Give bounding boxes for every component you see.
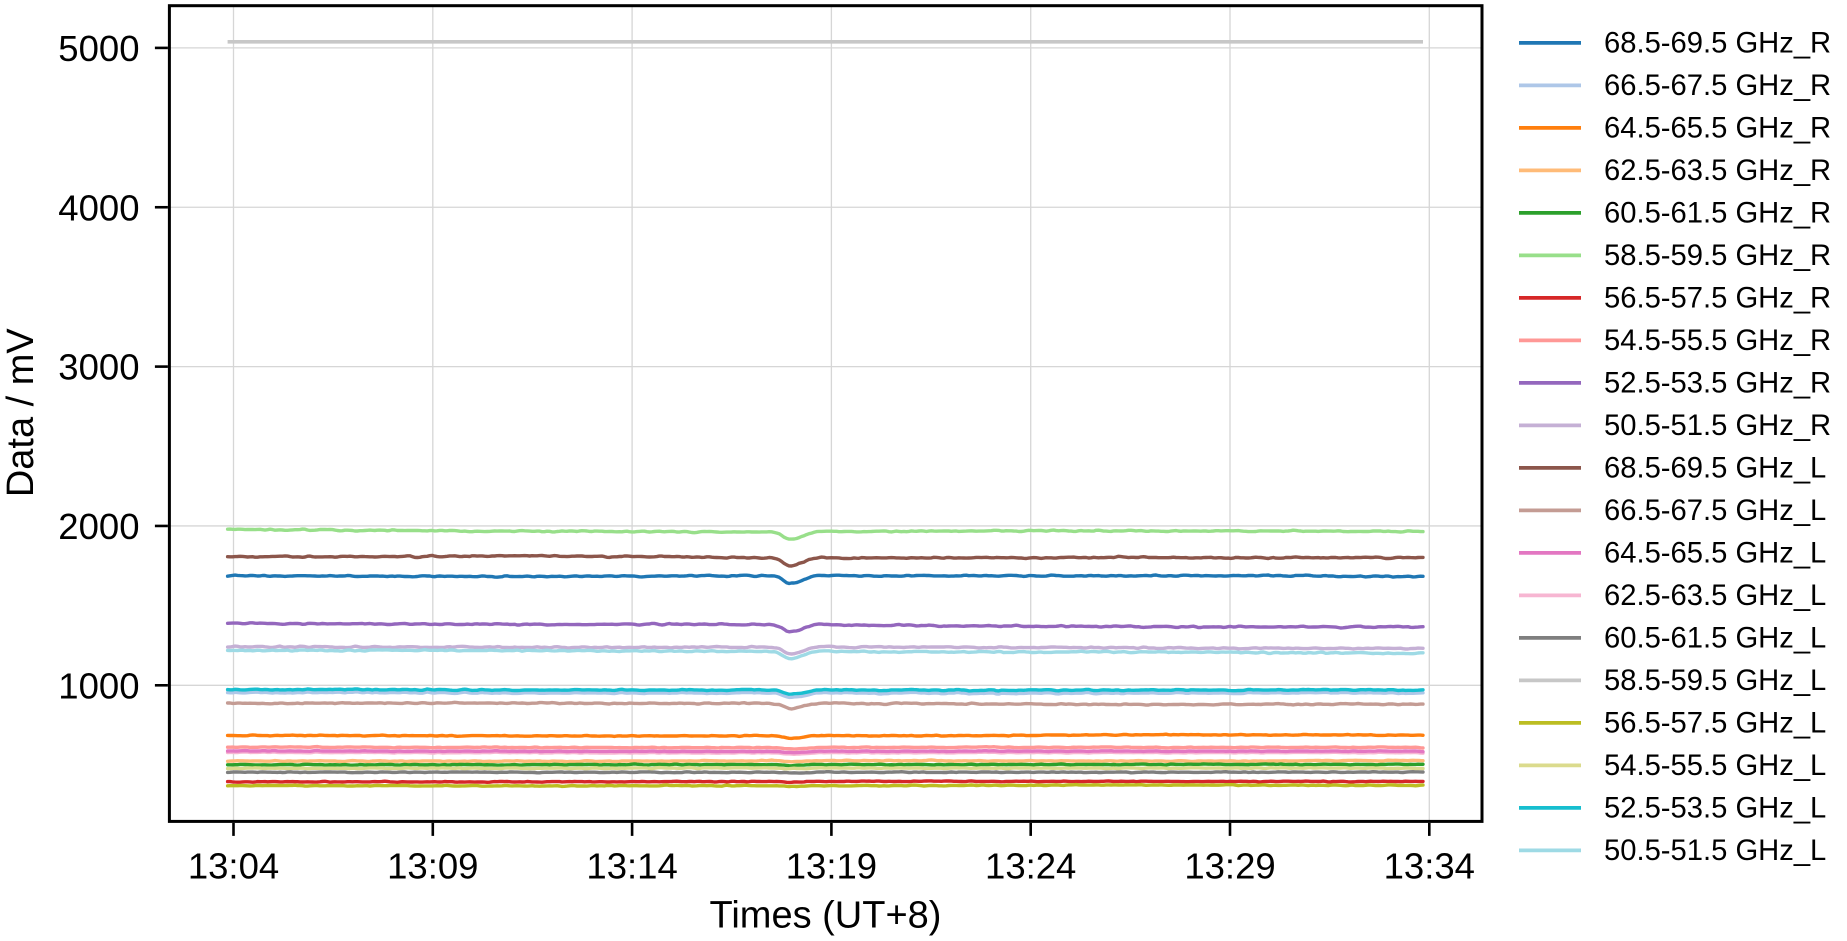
svg-text:62.5-63.5 GHz_L: 62.5-63.5 GHz_L [1604,580,1826,612]
svg-text:Times (UT+8): Times (UT+8) [710,895,942,937]
svg-text:50.5-51.5 GHz_L: 50.5-51.5 GHz_L [1604,835,1826,867]
svg-text:4000: 4000 [58,187,139,228]
svg-text:13:14: 13:14 [586,845,677,886]
svg-text:52.5-53.5 GHz_L: 52.5-53.5 GHz_L [1604,793,1826,825]
svg-text:56.5-57.5 GHz_R: 56.5-57.5 GHz_R [1604,283,1831,315]
svg-text:60.5-61.5 GHz_R: 60.5-61.5 GHz_R [1604,198,1831,230]
svg-text:52.5-53.5 GHz_R: 52.5-53.5 GHz_R [1604,368,1831,400]
svg-text:58.5-59.5 GHz_R: 58.5-59.5 GHz_R [1604,240,1831,272]
svg-text:56.5-57.5 GHz_L: 56.5-57.5 GHz_L [1604,708,1826,740]
svg-text:13:34: 13:34 [1384,845,1475,886]
svg-text:64.5-65.5 GHz_L: 64.5-65.5 GHz_L [1604,538,1826,570]
svg-text:68.5-69.5 GHz_R: 68.5-69.5 GHz_R [1604,28,1831,60]
svg-text:54.5-55.5 GHz_R: 54.5-55.5 GHz_R [1604,325,1831,357]
svg-text:62.5-63.5 GHz_R: 62.5-63.5 GHz_R [1604,155,1831,187]
svg-text:13:24: 13:24 [985,845,1076,886]
svg-text:66.5-67.5 GHz_L: 66.5-67.5 GHz_L [1604,495,1826,527]
svg-text:50.5-51.5 GHz_R: 50.5-51.5 GHz_R [1604,410,1831,442]
svg-text:5000: 5000 [58,28,139,69]
svg-text:13:19: 13:19 [786,845,877,886]
svg-text:60.5-61.5 GHz_L: 60.5-61.5 GHz_L [1604,623,1826,655]
svg-text:58.5-59.5 GHz_L: 58.5-59.5 GHz_L [1604,665,1826,697]
svg-text:66.5-67.5 GHz_R: 66.5-67.5 GHz_R [1604,70,1831,102]
svg-text:1000: 1000 [58,665,139,706]
svg-text:Data / mV: Data / mV [0,328,42,498]
svg-text:54.5-55.5 GHz_L: 54.5-55.5 GHz_L [1604,750,1826,782]
svg-text:13:09: 13:09 [387,845,478,886]
svg-text:13:29: 13:29 [1184,845,1275,886]
svg-text:64.5-65.5 GHz_R: 64.5-65.5 GHz_R [1604,113,1831,145]
svg-text:13:04: 13:04 [188,845,279,886]
svg-text:3000: 3000 [58,347,139,388]
svg-text:68.5-69.5 GHz_L: 68.5-69.5 GHz_L [1604,453,1826,485]
svg-text:2000: 2000 [58,506,139,547]
